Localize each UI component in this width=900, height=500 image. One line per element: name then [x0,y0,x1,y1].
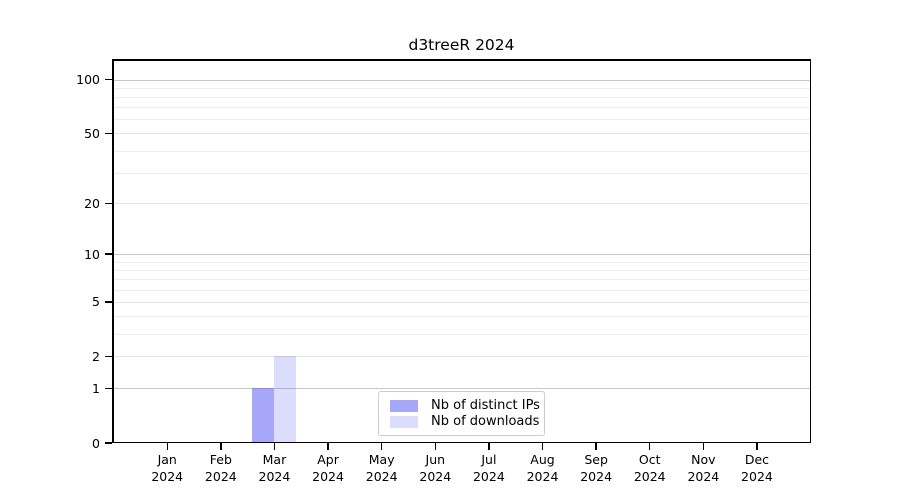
y-gridline [112,79,811,81]
y-tick [105,301,112,303]
x-tick-label: Jun 2024 [419,452,452,484]
chart-title: d3treeR 2024 [408,36,515,54]
axis-spine [809,59,811,443]
y-minor-gridline [112,261,811,263]
legend: Nb of distinct IPs Nb of downloads [378,391,545,436]
x-tick [166,443,168,450]
y-minor-gridline [112,107,811,109]
y-minor-gridline [112,172,811,174]
y-tick-label: 1 [92,380,100,396]
y-gridline [112,388,811,390]
axis-spine [112,59,811,61]
legend-swatch-downloads [390,416,418,428]
x-tick [327,443,329,450]
y-minor-gridline [112,87,811,89]
y-tick-label: 10 [84,246,100,262]
x-tick [649,443,651,450]
x-tick [756,443,758,450]
legend-swatch-distinct-ips [390,400,418,412]
bar-distinct-ips-mar [252,388,275,443]
y-tick-label: 0 [92,435,100,451]
y-tick-label: 100 [76,72,100,88]
x-tick [702,443,705,450]
y-tick-label: 20 [84,195,100,211]
y-gridline [112,356,811,358]
y-gridline [112,203,811,205]
y-tick [105,442,112,444]
y-minor-gridline [112,96,811,98]
y-tick-label: 50 [84,125,100,141]
y-minor-gridline [112,333,811,335]
y-tick [105,132,112,135]
x-tick-label: Jan 2024 [151,452,184,484]
y-gridline [112,254,811,256]
x-tick [273,443,276,450]
x-tick-label: Feb 2024 [204,452,237,484]
x-tick-label: Aug 2024 [526,452,559,484]
x-tick-label: Apr 2024 [312,452,344,484]
legend-item-downloads: Nb of downloads [390,414,540,430]
x-tick [488,443,490,450]
y-tick [105,253,112,255]
legend-item-distinct-ips: Nb of distinct IPs [390,398,540,414]
x-tick [595,443,597,450]
y-tick [105,78,112,81]
y-minor-gridline [112,150,811,152]
x-tick-label: Sep 2024 [580,452,613,484]
y-gridline [112,301,811,303]
x-tick-label: Nov 2024 [687,452,720,484]
plot-area: 0 1 2 5 10 20 50 100 Jan 2024 Feb 2024 Mar 2024 Apr… [76,59,811,484]
y-tick [105,202,112,204]
x-tick [380,443,383,450]
legend-label-distinct-ips: Nb of distinct IPs [431,398,540,413]
y-tick [105,355,112,358]
y-tick-label: 2 [92,348,100,364]
legend-label-downloads: Nb of downloads [431,414,540,429]
y-gridline [112,133,811,135]
y-tick [105,387,112,390]
x-tick-label: May 2024 [365,452,398,484]
y-minor-gridline [112,289,811,291]
y-minor-gridline [112,119,811,121]
axis-spine [112,441,811,443]
x-tick-label: Jul 2024 [472,452,505,484]
axis-spine [112,59,114,443]
x-tick [220,443,222,450]
x-tick-label: Dec 2024 [741,452,773,484]
x-tick [434,443,436,450]
x-tick-label: Oct 2024 [633,452,666,484]
y-minor-gridline [112,279,811,281]
y-minor-gridline [112,316,811,318]
bar-downloads-mar [274,356,297,443]
y-tick-label: 5 [92,294,100,310]
y-minor-gridline [112,269,811,271]
x-tick [541,443,544,450]
x-tick-label: Mar 2024 [258,452,291,484]
